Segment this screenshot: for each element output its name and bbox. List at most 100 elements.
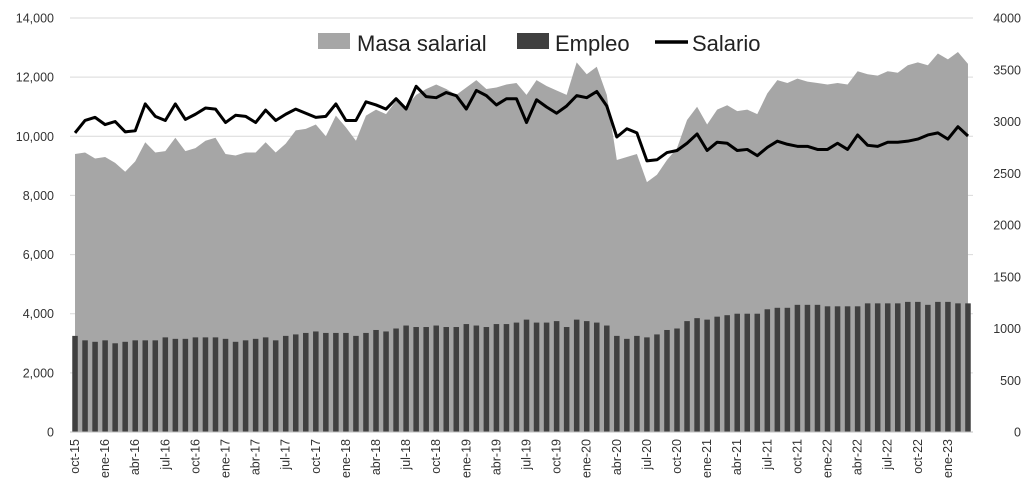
left-axis-tick-label: 6,000 [23, 248, 54, 262]
empleo-bar [272, 340, 279, 432]
empleo-bar [262, 337, 269, 432]
empleo-bar [884, 303, 891, 432]
x-axis-tick-label: ene-19 [459, 439, 473, 478]
x-axis-tick-label: ene-18 [339, 439, 353, 478]
empleo-bar [433, 325, 439, 432]
x-axis-tick-label: ene-23 [941, 439, 955, 478]
empleo-bar [162, 337, 169, 432]
empleo-bar [222, 338, 229, 432]
empleo-bar [313, 331, 319, 432]
empleo-bar [854, 306, 861, 432]
empleo-bar [654, 334, 660, 432]
right-axis-tick-label: 4000 [993, 12, 1021, 26]
x-axis-tick-label: oct-15 [68, 439, 82, 474]
empleo-bar [92, 341, 98, 432]
empleo-bar [252, 338, 259, 432]
empleo-bar [182, 338, 189, 432]
left-axis-tick-label: 10,000 [16, 130, 54, 144]
right-axis-tick-label: 0 [1014, 426, 1021, 440]
empleo-bar [804, 304, 811, 432]
x-axis-tick-label: oct-22 [911, 439, 925, 474]
empleo-bar [132, 340, 138, 432]
legend-label-masa-salarial: Masa salarial [357, 31, 487, 56]
empleo-bar [82, 340, 88, 432]
empleo-bar [192, 337, 199, 432]
empleo-bar [664, 329, 670, 432]
empleo-bar [232, 341, 239, 432]
x-axis-tick-label: oct-19 [550, 439, 564, 474]
salario-line [73, 84, 970, 163]
empleo-bar [864, 303, 871, 432]
right-axis-tick-label: 500 [1000, 374, 1021, 388]
x-axis-tick-label: abr-18 [369, 439, 383, 475]
legend-swatch-empleo [517, 33, 549, 49]
x-axis-tick-label: oct-17 [309, 439, 323, 474]
x-axis-tick-label: ene-20 [580, 439, 594, 478]
empleo-bar [503, 324, 510, 432]
x-axis-tick-label: jul-21 [760, 439, 774, 471]
empleo-bar [282, 335, 289, 432]
empleo-bar [333, 332, 339, 432]
empleo-bar [794, 304, 801, 432]
left-axis-tick-label: 2,000 [23, 366, 54, 380]
empleo-bar [102, 340, 108, 432]
legend-label-salario: Salario [692, 31, 760, 56]
empleo-bar [925, 304, 931, 432]
empleo-bar [443, 327, 450, 432]
empleo-bar [573, 319, 580, 432]
left-axis-tick-labels: 0 2,000 4,000 6,000 8,000 10,000 12,000 14,000 [16, 12, 54, 440]
empleo-bar [634, 335, 640, 432]
empleo-bar [593, 322, 600, 432]
x-axis-tick-label: jul-22 [881, 439, 895, 471]
x-axis-tick-label: ene-21 [700, 439, 714, 478]
right-axis-tick-label: 3500 [993, 63, 1021, 77]
empleo-bar [473, 325, 480, 432]
empleo-bar [403, 325, 409, 432]
empleo-bar [724, 315, 730, 432]
empleo-bar [874, 303, 881, 432]
x-axis-tick-label: abr-19 [489, 439, 503, 475]
right-axis-tick-label: 1500 [993, 270, 1021, 284]
empleo-bar [714, 316, 720, 432]
empleo-bar [353, 335, 359, 432]
empleo-bar [744, 313, 751, 432]
empleo-bar [383, 331, 389, 432]
empleo-bar [734, 313, 740, 432]
empleo-bar [604, 325, 610, 432]
left-axis-tick-label: 4,000 [23, 307, 54, 321]
x-axis-tick-label: abr-16 [128, 439, 142, 475]
empleo-bar [72, 335, 78, 432]
empleo-bar [844, 306, 851, 432]
x-axis-tick-label: oct-21 [790, 439, 804, 474]
empleo-bar [945, 301, 951, 432]
x-axis-tick-label: oct-20 [670, 439, 684, 474]
empleo-bar [493, 324, 500, 432]
empleo-bar [894, 303, 901, 432]
empleo-bar [935, 301, 941, 432]
empleo-bar [463, 324, 470, 432]
x-axis-tick-label: abr-21 [730, 439, 744, 475]
empleo-bar [343, 332, 349, 432]
empleo-bar [413, 327, 419, 432]
empleo-bar [393, 328, 399, 432]
x-axis-tick-label: abr-20 [610, 439, 624, 475]
empleo-bar [684, 321, 690, 432]
empleo-bar [373, 329, 379, 432]
right-axis-tick-label: 3000 [993, 115, 1021, 129]
x-axis-tick-label: jul-20 [640, 439, 654, 471]
x-axis-tick-label: jul-18 [399, 439, 413, 471]
x-axis-tick-label: jul-16 [158, 439, 172, 471]
salario-line-layer [73, 84, 970, 163]
empleo-bar [212, 337, 219, 432]
empleo-bar [824, 306, 831, 432]
empleo-bar [784, 307, 791, 432]
empleo-bar [152, 340, 159, 432]
empleo-bar [965, 303, 971, 432]
x-axis-tick-label: ene-22 [821, 439, 835, 478]
empleo-bar [834, 306, 841, 432]
empleo-bar [513, 322, 520, 432]
empleo-bar [363, 332, 369, 432]
empleo-bar [764, 309, 771, 432]
empleo-bar [112, 343, 118, 432]
